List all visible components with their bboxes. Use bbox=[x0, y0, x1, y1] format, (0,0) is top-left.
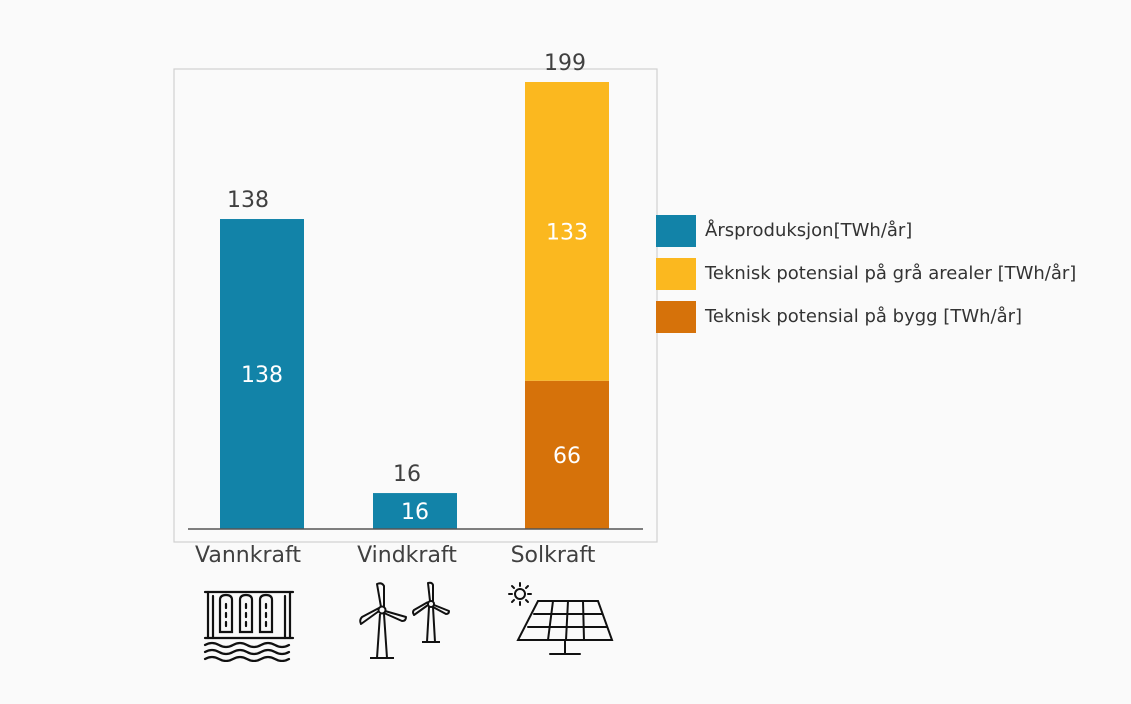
solar-panel-icon bbox=[500, 580, 616, 658]
hydropower-dam-icon bbox=[202, 586, 296, 662]
total-label: 199 bbox=[544, 51, 586, 76]
bar-segment bbox=[373, 493, 457, 529]
bars-group: 138 138 16 16 66 133 199 bbox=[220, 51, 609, 530]
total-label: 16 bbox=[393, 462, 421, 487]
data-label: 133 bbox=[546, 220, 588, 245]
bar-segment bbox=[525, 380, 609, 529]
legend-swatch bbox=[656, 300, 696, 333]
wind-turbine-icon bbox=[356, 580, 452, 664]
x-tick-label: Vannkraft bbox=[195, 543, 301, 568]
legend-swatch bbox=[656, 257, 696, 290]
data-label: 16 bbox=[401, 500, 429, 525]
data-label: 66 bbox=[553, 444, 581, 469]
legend-item: Teknisk potensial på grå arealer [TWh/år… bbox=[656, 252, 1076, 295]
total-label: 138 bbox=[227, 188, 269, 213]
legend-label: Teknisk potensial på bygg [TWh/år] bbox=[705, 306, 1023, 327]
legend-item: Årsproduksjon[TWh/år] bbox=[656, 209, 1076, 252]
legend-label: Teknisk potensial på grå arealer [TWh/år… bbox=[705, 263, 1077, 284]
bar-segment bbox=[525, 82, 609, 381]
legend-swatch bbox=[656, 214, 696, 247]
data-label: 138 bbox=[241, 363, 283, 388]
legend-label: Årsproduksjon[TWh/år] bbox=[705, 220, 913, 241]
x-tick-label: Solkraft bbox=[511, 543, 596, 568]
legend: Årsproduksjon[TWh/år] Teknisk potensial … bbox=[656, 209, 1076, 338]
x-tick-label: Vindkraft bbox=[357, 543, 457, 568]
legend-item: Teknisk potensial på bygg [TWh/år] bbox=[656, 295, 1076, 338]
category-labels: Vannkraft Vindkraft Solkraft bbox=[195, 543, 596, 568]
bar-segment bbox=[220, 219, 304, 530]
